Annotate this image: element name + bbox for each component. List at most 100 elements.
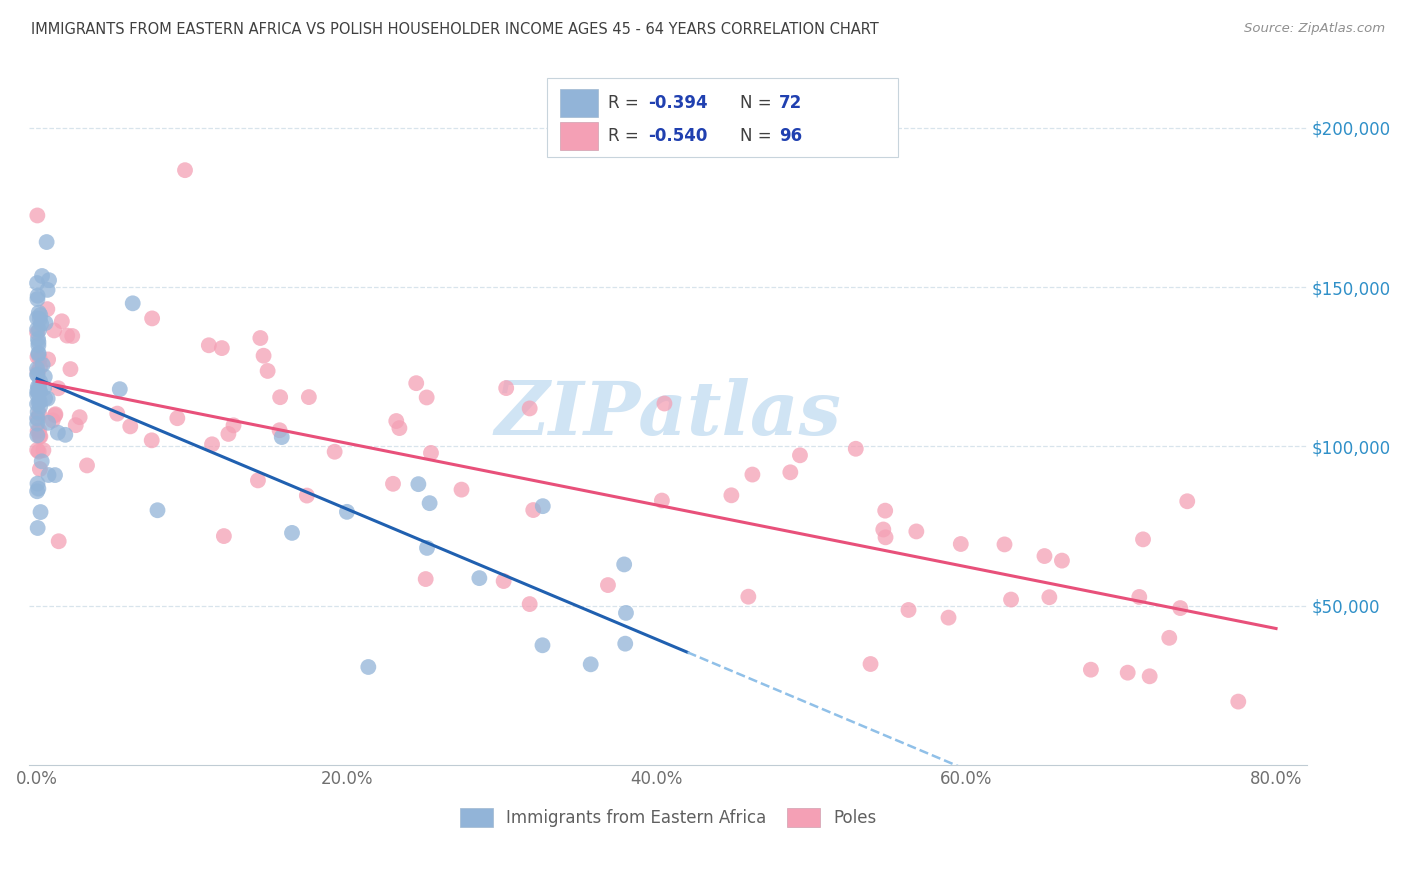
Point — [993, 537, 1015, 551]
Point — [34, 392, 56, 406]
Point — [614, 606, 637, 620]
Point — [56, 328, 79, 343]
Point — [41, 413, 63, 427]
Point — [25, 397, 48, 411]
Point — [25, 276, 48, 290]
Point — [108, 382, 131, 396]
FancyBboxPatch shape — [547, 78, 898, 157]
Point — [741, 467, 763, 482]
Point — [1227, 695, 1250, 709]
Point — [46, 425, 69, 440]
Point — [37, 416, 59, 430]
Point — [27, 332, 49, 346]
Text: R =: R = — [609, 95, 644, 112]
Point — [51, 314, 73, 328]
Point — [25, 411, 48, 425]
Point — [27, 411, 49, 425]
Point — [28, 351, 51, 366]
Point — [30, 317, 52, 331]
Point — [28, 395, 51, 409]
Point — [120, 419, 142, 434]
Point — [845, 442, 868, 456]
FancyBboxPatch shape — [560, 121, 598, 150]
Point — [1080, 663, 1102, 677]
Point — [46, 381, 69, 395]
Point — [1116, 665, 1139, 680]
Point — [408, 477, 430, 491]
Point — [30, 384, 52, 399]
Point — [249, 331, 271, 345]
FancyBboxPatch shape — [560, 88, 598, 117]
Point — [28, 394, 51, 409]
Point — [44, 468, 66, 483]
Point — [37, 283, 59, 297]
Point — [44, 409, 66, 423]
Text: ZIPatlas: ZIPatlas — [495, 378, 842, 450]
Point — [28, 305, 51, 319]
Point — [25, 442, 48, 457]
Point — [419, 496, 441, 510]
Point — [737, 590, 759, 604]
Point — [212, 529, 235, 543]
Point — [27, 289, 49, 303]
Point — [256, 364, 278, 378]
Point — [875, 503, 897, 517]
Point — [252, 349, 274, 363]
Point — [27, 292, 49, 306]
Point — [897, 603, 920, 617]
Point — [141, 311, 163, 326]
Point — [388, 421, 411, 435]
Point — [28, 429, 51, 443]
Point — [42, 323, 65, 337]
Point — [522, 503, 544, 517]
Point — [34, 369, 56, 384]
Point — [1050, 553, 1073, 567]
Point — [28, 323, 51, 337]
Point — [613, 558, 636, 572]
Point — [217, 426, 239, 441]
Point — [519, 401, 541, 416]
Point — [1033, 549, 1056, 563]
Point — [65, 418, 87, 433]
Text: N =: N = — [740, 128, 776, 145]
Point — [105, 407, 128, 421]
Point — [405, 376, 427, 391]
Point — [37, 352, 59, 367]
Point — [531, 499, 554, 513]
Point — [37, 392, 59, 406]
Point — [27, 380, 49, 394]
Point — [121, 296, 143, 310]
Point — [34, 316, 56, 330]
Point — [875, 530, 897, 544]
Point — [298, 390, 321, 404]
Point — [519, 597, 541, 611]
Point — [30, 308, 52, 322]
Point — [246, 474, 269, 488]
Point — [596, 578, 619, 592]
Point — [28, 444, 51, 458]
Point — [859, 657, 882, 671]
Text: 72: 72 — [779, 95, 803, 112]
Point — [27, 428, 49, 442]
Point — [27, 405, 49, 419]
Point — [357, 660, 380, 674]
Point — [38, 468, 60, 483]
Point — [415, 391, 437, 405]
Text: 96: 96 — [779, 128, 803, 145]
Point — [69, 410, 91, 425]
Point — [25, 417, 48, 431]
Point — [28, 384, 51, 398]
Point — [30, 505, 52, 519]
Point — [416, 541, 439, 555]
Point — [495, 381, 517, 395]
Point — [27, 521, 49, 535]
Point — [25, 326, 48, 340]
Point — [872, 523, 894, 537]
Point — [31, 358, 53, 372]
Point — [25, 311, 48, 326]
Text: -0.540: -0.540 — [648, 128, 707, 145]
Legend: Immigrants from Eastern Africa, Poles: Immigrants from Eastern Africa, Poles — [453, 801, 883, 834]
Point — [201, 437, 224, 451]
Point — [385, 414, 408, 428]
Point — [31, 268, 53, 283]
